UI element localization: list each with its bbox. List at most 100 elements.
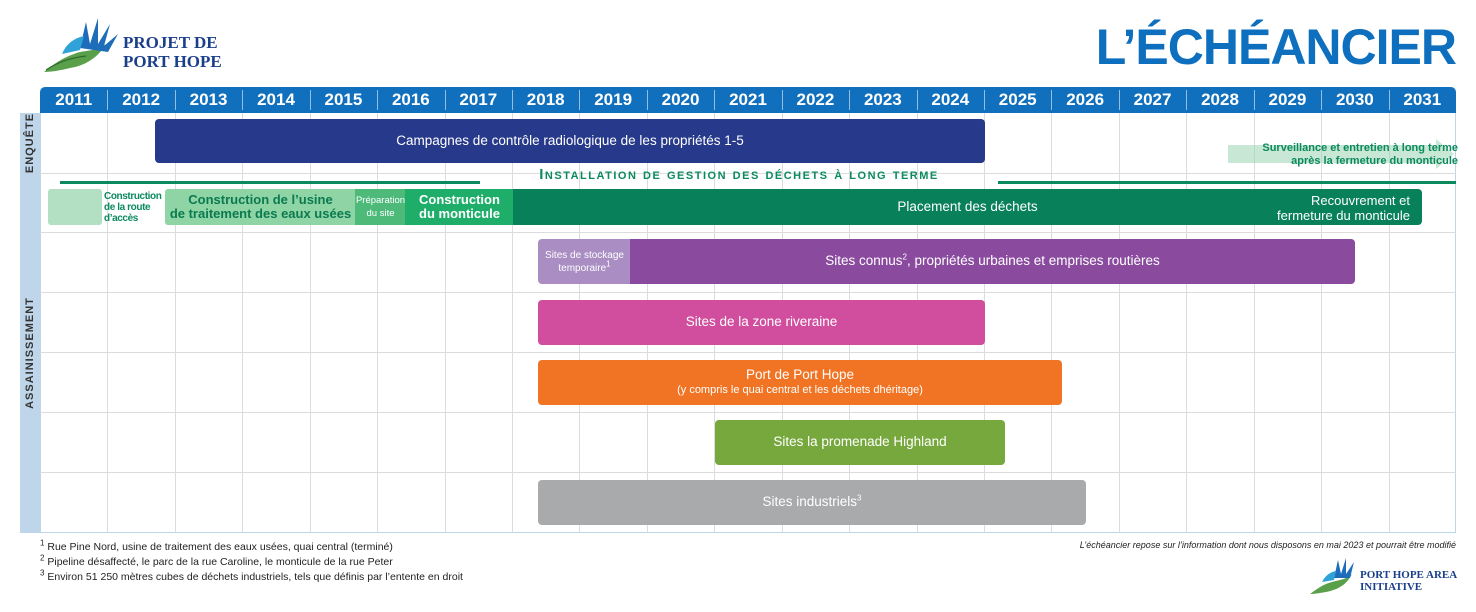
row-divider: [40, 232, 1456, 233]
highland-bar: Sites la promenade Highland: [715, 420, 1005, 465]
year-divider: [579, 90, 581, 110]
year-divider: [1388, 90, 1390, 110]
year-label-2022: 2022: [796, 90, 835, 109]
footnote-3-text: Environ 51 250 mètres cubes de déchets i…: [47, 571, 463, 583]
year-divider: [781, 90, 783, 110]
row-divider: [40, 472, 1456, 473]
mound-construction-bar: Construction du monticule: [405, 189, 514, 225]
logo-line-1: PROJET DE: [123, 33, 218, 52]
mound-line-1: Construction: [419, 192, 500, 207]
industrial-bar: Sites industriels3: [538, 480, 1086, 525]
footnote-3-number: 3: [40, 568, 45, 578]
grid-column-line: [1388, 113, 1390, 533]
prep-line-2: du site: [366, 208, 395, 219]
year-divider: [1051, 90, 1053, 110]
logo-line-2: PORT HOPE: [123, 52, 222, 71]
temp-storage-bar: Sites de stockage temporaire1: [538, 239, 631, 284]
grid-column-line: [1321, 113, 1323, 533]
year-label-2013: 2013: [189, 90, 228, 109]
facility-rule-right: [998, 181, 1456, 184]
year-divider: [1253, 90, 1255, 110]
footnote-1-number: 1: [40, 538, 45, 548]
footnote-2-text: Pipeline désaffecté, le parc de la rue C…: [47, 556, 393, 568]
row-divider: [40, 173, 1456, 174]
timeline-grid: [40, 113, 1456, 533]
grid-column-line: [1186, 113, 1188, 533]
year-label-2020: 2020: [661, 90, 700, 109]
footer-logo-line-2: INITIATIVE: [1360, 581, 1423, 593]
surveillance-arrow: [1228, 139, 1454, 169]
site-prep-bar: Préparation du site: [355, 189, 406, 225]
year-label-2025: 2025: [998, 90, 1037, 109]
section-assainissement-label: ASSAINISSEMENT: [24, 297, 36, 409]
known-sites-footnote-ref: 2: [902, 252, 907, 262]
cover-line-2: fermeture du monticule: [1277, 208, 1410, 223]
industrial-footnote-ref: 3: [857, 493, 862, 503]
campaign-bar: Campagnes de contrôle radiologique de le…: [155, 119, 985, 163]
oak-leaf-logo-icon: [44, 18, 118, 72]
waste-placement-bar: Placement des déchets: [513, 189, 1422, 225]
riverain-label: Sites de la zone riveraine: [685, 314, 838, 330]
industrial-label: Sites industriels: [762, 494, 858, 510]
port-label: Port de Port Hope: [745, 367, 855, 383]
year-label-2027: 2027: [1133, 90, 1172, 109]
year-divider: [444, 90, 446, 110]
footnote-1: 1 Rue Pine Nord, usine de traitement des…: [40, 538, 393, 554]
year-divider: [984, 90, 985, 110]
year-divider: [646, 90, 648, 110]
grid-column-line: [309, 113, 311, 533]
year-divider: [1321, 90, 1323, 110]
initial-phase-bar: [48, 189, 102, 225]
facility-title: Installation de gestion des déchets à lo…: [539, 166, 939, 183]
grid-column-line: [242, 113, 244, 533]
section-assainissement: ASSAINISSEMENT: [20, 173, 40, 533]
disclaimer: L’échéancier repose sur l’information do…: [1079, 540, 1456, 550]
year-divider: [377, 90, 379, 110]
year-divider: [916, 90, 918, 110]
grid-column-line: [174, 113, 176, 533]
facility-rule-left: [60, 181, 480, 184]
year-label-2031: 2031: [1403, 90, 1442, 109]
road-line-1: Construction: [104, 191, 162, 202]
known-sites-label-b: , propriétés urbaines et emprises routiè…: [906, 253, 1160, 269]
known-sites-label-a: Sites connus: [825, 253, 903, 269]
highland-label: Sites la promenade Highland: [773, 434, 947, 450]
footnote-3: 3 Environ 51 250 mètres cubes de déchets…: [40, 568, 463, 584]
grid-column-line: [107, 113, 109, 533]
known-sites-bar: Sites connus2, propriétés urbaines et em…: [630, 239, 1355, 284]
port-bar: Port de Port Hope (y compris le quai cent…: [538, 360, 1062, 405]
year-label-2018: 2018: [526, 90, 565, 109]
year-divider: [849, 90, 851, 110]
section-enquete: ENQUÊTE: [20, 113, 40, 173]
road-construction-label: Construction de la route d’accès: [104, 191, 162, 224]
footnote-2: 2 Pipeline désaffecté, le parc de la rue…: [40, 553, 393, 569]
year-label-2026: 2026: [1066, 90, 1105, 109]
riverain-bar: Sites de la zone riveraine: [538, 300, 985, 345]
plant-construction-bar: Construction de l’usine de traitement des…: [165, 189, 356, 225]
grid-column-line: [1051, 113, 1053, 533]
year-label-2024: 2024: [931, 90, 970, 109]
mound-line-2: du monticule: [419, 206, 500, 221]
footnote-2-number: 2: [40, 553, 45, 563]
year-label-2016: 2016: [391, 90, 430, 109]
year-label-2014: 2014: [257, 90, 295, 109]
road-line-2: de la route: [104, 202, 151, 213]
temp-footnote-ref: 1: [606, 259, 611, 269]
year-label-2029: 2029: [1268, 90, 1307, 109]
year-label-2023: 2023: [863, 90, 902, 109]
year-label-2011: 2011: [55, 90, 93, 109]
year-label-2028: 2028: [1201, 90, 1239, 109]
year-divider: [1118, 90, 1120, 110]
year-divider: [107, 90, 109, 110]
grid-column-line: [444, 113, 446, 533]
temp-line-2: temporaire: [558, 262, 607, 274]
year-label-2030: 2030: [1335, 90, 1374, 109]
cover-closure-label: Recouvrement et fermeture du monticule: [1277, 193, 1410, 223]
year-divider: [309, 90, 311, 110]
temp-line-1: Sites de stockage: [545, 249, 624, 261]
port-sublabel: (y compris le quai central et les déchet…: [677, 384, 923, 397]
plant-line-1: Construction de l’usine: [188, 192, 333, 207]
plant-line-2: de traitement des eaux usées: [169, 206, 352, 221]
year-divider: [1186, 90, 1188, 110]
road-line-3: d’accès: [104, 213, 138, 224]
